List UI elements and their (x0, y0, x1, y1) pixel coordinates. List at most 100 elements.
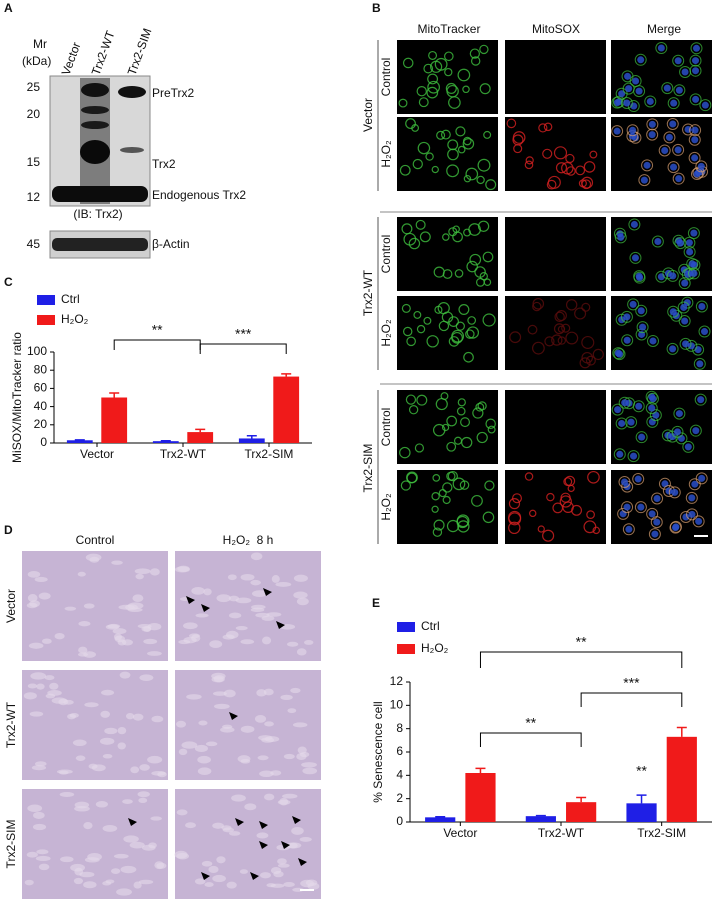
cell (250, 552, 263, 561)
bar (425, 817, 456, 822)
cell (690, 167, 703, 180)
cell (178, 639, 191, 645)
cell (648, 528, 661, 541)
cell (148, 842, 157, 849)
cell (197, 755, 211, 764)
cell (650, 516, 663, 529)
cell (665, 133, 673, 141)
error-bar (676, 726, 687, 737)
cell (84, 702, 99, 708)
cell (695, 300, 708, 313)
cell (613, 127, 621, 135)
cell (432, 423, 446, 437)
cell (574, 307, 587, 320)
cell (197, 767, 212, 775)
cell (633, 85, 646, 98)
cell (646, 415, 659, 428)
error-bar (109, 392, 120, 398)
cell (613, 348, 626, 361)
cell (625, 525, 633, 533)
cell (462, 85, 470, 94)
cell (614, 231, 627, 244)
cell (228, 831, 241, 836)
cell (175, 566, 190, 573)
cell (405, 118, 416, 130)
cell (77, 571, 86, 577)
cell (538, 123, 548, 133)
cell (34, 576, 48, 583)
blot-band (52, 186, 148, 202)
y-axis-label: % Senescence cell (371, 701, 385, 802)
column-header: H₂O₂ 8 h (223, 533, 274, 547)
cell (625, 85, 633, 93)
cell (436, 130, 446, 140)
cell (646, 97, 654, 105)
cell (24, 879, 34, 886)
cell (689, 124, 702, 137)
cell (226, 881, 237, 889)
y-tick-label: 12 (390, 674, 404, 688)
cell (117, 726, 127, 735)
cell (301, 762, 317, 768)
cell (685, 239, 693, 247)
kda-label: (kDa) (22, 54, 51, 68)
cell (176, 720, 187, 728)
cell (692, 95, 700, 103)
cell (465, 167, 479, 181)
cell (561, 161, 574, 175)
cell (30, 672, 47, 680)
x-tick-label: Vector (80, 447, 114, 461)
cell (401, 303, 411, 313)
marker-label: 25 (27, 80, 41, 94)
cell (692, 515, 705, 528)
cell (641, 159, 654, 172)
cell (74, 805, 90, 812)
cell (446, 164, 460, 178)
cell (673, 407, 686, 420)
cell (649, 409, 662, 422)
cell (111, 868, 121, 875)
cell (237, 755, 251, 763)
cell (259, 770, 274, 778)
cell (446, 415, 458, 427)
cell (203, 588, 212, 596)
cell (623, 503, 631, 511)
cell (672, 143, 685, 156)
arrowhead (128, 818, 137, 826)
cell (417, 141, 431, 155)
cell (701, 101, 709, 109)
column-header: Merge (647, 22, 681, 36)
error-bar (576, 796, 587, 803)
cell (231, 794, 246, 802)
cell (191, 587, 205, 595)
cell (204, 882, 214, 888)
cell (23, 692, 37, 700)
error-bar (246, 434, 257, 439)
cell (216, 594, 231, 603)
cell (527, 324, 538, 335)
cell (614, 349, 622, 357)
cell (127, 607, 143, 613)
cell (26, 851, 38, 858)
cell (427, 80, 440, 94)
cell (688, 267, 701, 280)
x-tick-label: Vector (443, 826, 477, 840)
cell (119, 671, 131, 679)
cell (636, 274, 644, 282)
cell (508, 521, 521, 535)
cell (679, 337, 692, 350)
cell (670, 163, 678, 171)
error-bar (475, 767, 486, 773)
cell (77, 652, 89, 657)
micrograph (505, 296, 606, 370)
cell (95, 801, 108, 808)
cell (614, 406, 622, 414)
cell (672, 523, 680, 531)
cell (64, 606, 77, 611)
cell (551, 334, 563, 346)
cell (277, 858, 287, 865)
cell (235, 597, 252, 604)
cell (529, 509, 537, 518)
